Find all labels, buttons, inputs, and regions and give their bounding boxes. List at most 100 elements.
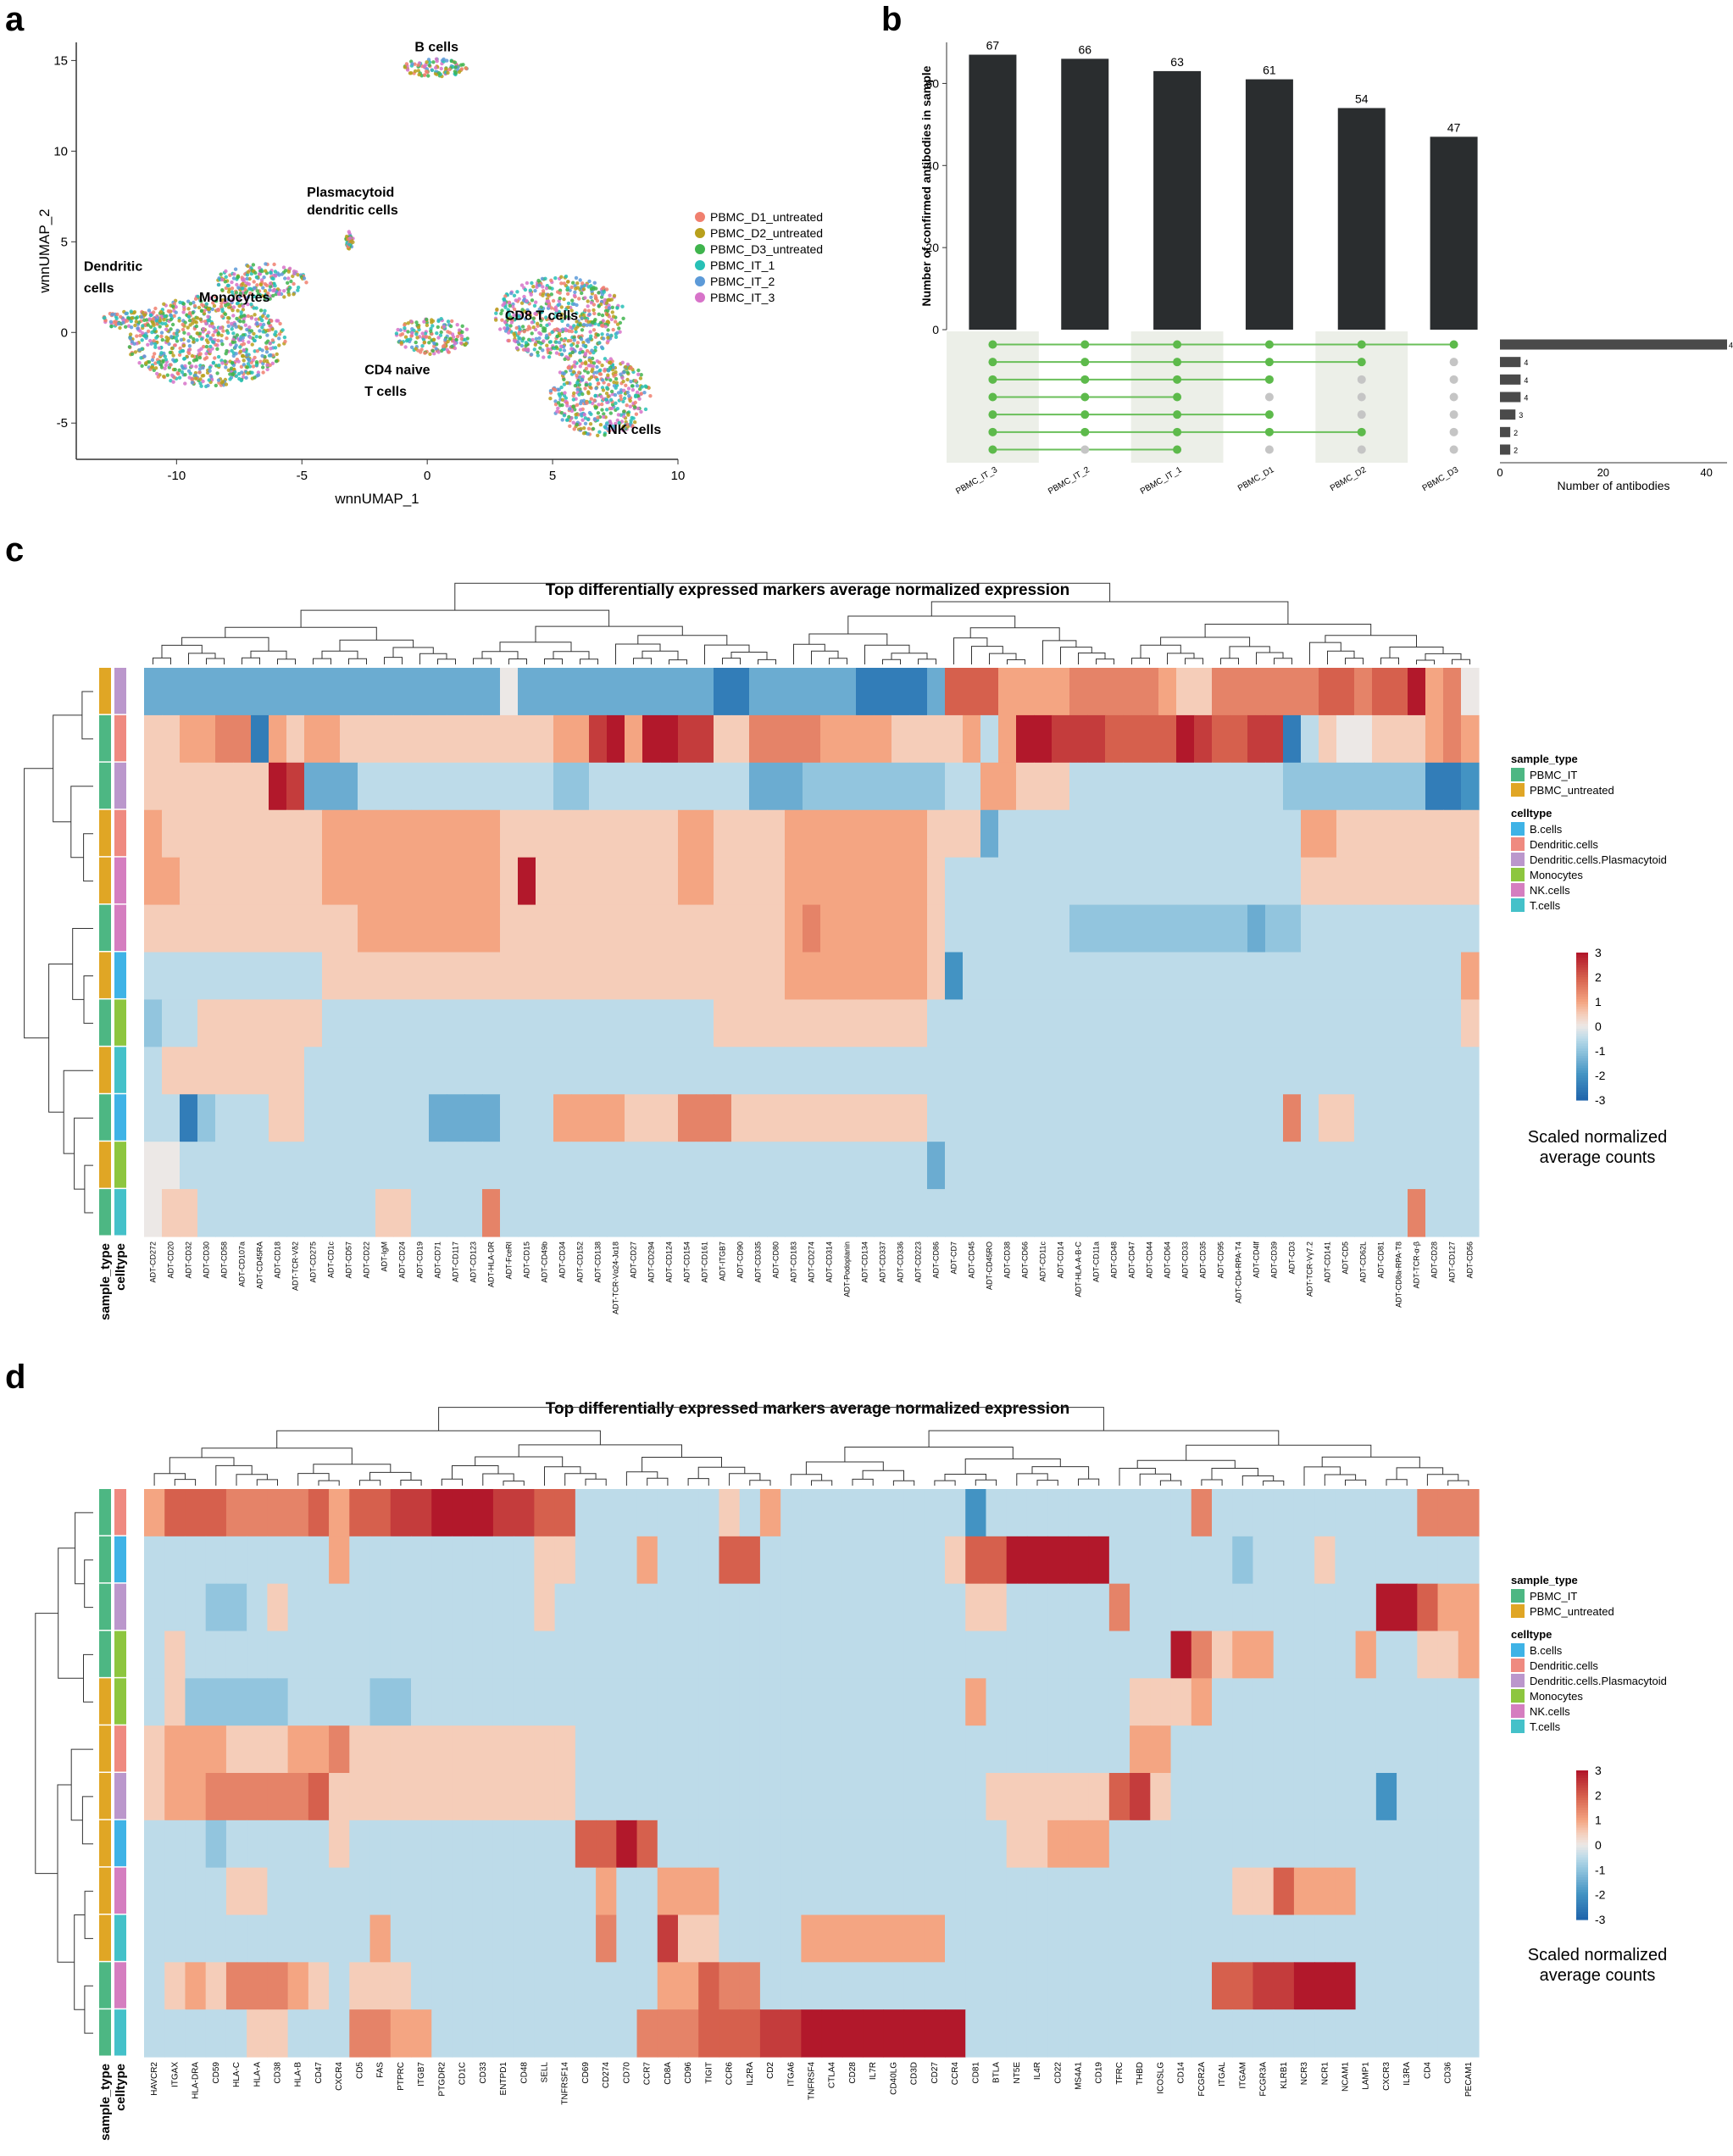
scatter-point <box>608 357 613 361</box>
scatter-point <box>414 347 418 351</box>
scatter-point <box>239 378 243 383</box>
heatmap-cell <box>678 1914 699 1963</box>
heatmap-cell <box>1443 714 1462 764</box>
heatmap-cell <box>215 999 234 1047</box>
heatmap-cell <box>1437 1678 1459 1726</box>
heatmap-cell <box>1265 1047 1284 1095</box>
column-label: ADT-CD18 <box>274 1242 282 1279</box>
scatter-point <box>251 364 256 369</box>
colorbar-segment <box>1576 1009 1588 1013</box>
heatmap-cell <box>903 1914 925 1963</box>
scatter-point <box>255 283 259 287</box>
heatmap-cell <box>698 1962 720 2010</box>
heatmap-cell <box>1141 1189 1159 1237</box>
scatter-point <box>250 342 254 347</box>
heatmap-cell <box>731 714 750 764</box>
heatmap-cell <box>924 1867 946 1916</box>
heatmap-cell <box>1293 1536 1315 1585</box>
scatter-point <box>409 345 414 349</box>
heatmap-cell <box>1016 999 1035 1047</box>
heatmap-cell <box>980 1189 999 1237</box>
heatmap-cell <box>1408 999 1426 1047</box>
column-dendrogram-branch <box>1060 647 1092 664</box>
heatmap-cell <box>1194 952 1213 1001</box>
column-dendrogram-branch <box>808 633 888 646</box>
heatmap-cell <box>215 1142 234 1190</box>
heatmap-cell <box>554 1583 576 1632</box>
heatmap-cell <box>1123 952 1141 1001</box>
cluster-label: dendritic cells <box>307 203 398 218</box>
heatmap-cell <box>1397 1820 1418 1869</box>
scatter-point <box>556 401 561 405</box>
heatmap-cell <box>375 1047 394 1095</box>
heatmap-cell <box>891 999 910 1047</box>
colorbar-title: average counts <box>1540 1966 1656 1985</box>
scatter-point <box>449 58 454 64</box>
scatter-point <box>607 306 612 310</box>
scatter-point <box>549 278 553 282</box>
heatmap-cell <box>1301 1189 1319 1237</box>
heatmap-cell <box>678 904 697 953</box>
heatmap-cell <box>596 1820 617 1869</box>
heatmap-cell <box>197 1047 216 1095</box>
scatter-point <box>416 325 421 330</box>
heatmap-cell <box>233 999 252 1047</box>
legend-swatch <box>1511 853 1525 866</box>
scatter-point <box>420 331 425 336</box>
heatmap-cell <box>1437 1914 1459 1963</box>
colorbar-segment <box>1576 1006 1588 1010</box>
heatmap-cell <box>616 1583 638 1632</box>
heatmap-cell <box>369 1583 392 1632</box>
heatmap-cell <box>1458 1773 1480 1821</box>
heatmap-cell <box>1354 1094 1373 1142</box>
heatmap-cell <box>998 809 1017 859</box>
column-dendrogram-branch <box>473 658 492 664</box>
heatmap-cell <box>1069 1047 1088 1095</box>
heatmap-cell <box>1314 1820 1336 1869</box>
heatmap-cell <box>554 1867 576 1916</box>
heatmap-cell <box>1105 1047 1124 1095</box>
heatmap-cell <box>739 1725 761 1774</box>
heatmap-cell <box>197 809 216 859</box>
heatmap-cell <box>287 1820 309 1869</box>
heatmap-cell <box>785 1142 803 1190</box>
x-tick-label: 0 <box>424 469 430 483</box>
scatter-point <box>292 292 296 297</box>
scatter-point <box>430 319 436 323</box>
scatter-point <box>192 300 196 305</box>
column-label: ADT-CD58 <box>220 1242 229 1279</box>
scatter-point <box>606 373 610 377</box>
scatter-point <box>181 348 186 353</box>
heatmap-cell <box>429 714 447 764</box>
heatmap-cell <box>1314 1962 1336 2010</box>
heatmap-cell <box>1158 714 1177 764</box>
column-label: CD28 <box>848 2062 858 2084</box>
heatmap-cell <box>625 1094 643 1142</box>
heatmap-cell <box>452 1867 474 1916</box>
scatter-point <box>208 296 213 301</box>
column-dendrogram-branch <box>400 1480 422 1486</box>
heatmap-cell <box>739 1820 761 1869</box>
heatmap-cell <box>1047 1489 1069 1537</box>
scatter-point <box>286 281 290 285</box>
heatmap-cell <box>1425 1047 1444 1095</box>
heatmap-cell <box>874 904 892 953</box>
heatmap-cell <box>1176 999 1195 1047</box>
heatmap-cell <box>1355 1962 1377 2010</box>
scatter-point <box>239 326 243 331</box>
scatter-point <box>584 383 588 387</box>
heatmap-cell <box>625 668 643 716</box>
colorbar-segment <box>1576 1077 1588 1081</box>
scatter-point <box>559 281 564 286</box>
scatter-point <box>174 310 178 314</box>
heatmap-cell <box>1230 1094 1248 1142</box>
heatmap-cell <box>197 999 216 1047</box>
heatmap-cell <box>472 1536 494 1585</box>
heatmap-cell <box>571 952 590 1001</box>
scatter-point <box>267 328 272 332</box>
y-tick-label: 5 <box>61 235 68 249</box>
scatter-point <box>236 301 240 306</box>
column-label: CD81 <box>971 2062 980 2084</box>
column-dendrogram-branch <box>585 1478 607 1486</box>
heatmap-cell <box>785 714 803 764</box>
